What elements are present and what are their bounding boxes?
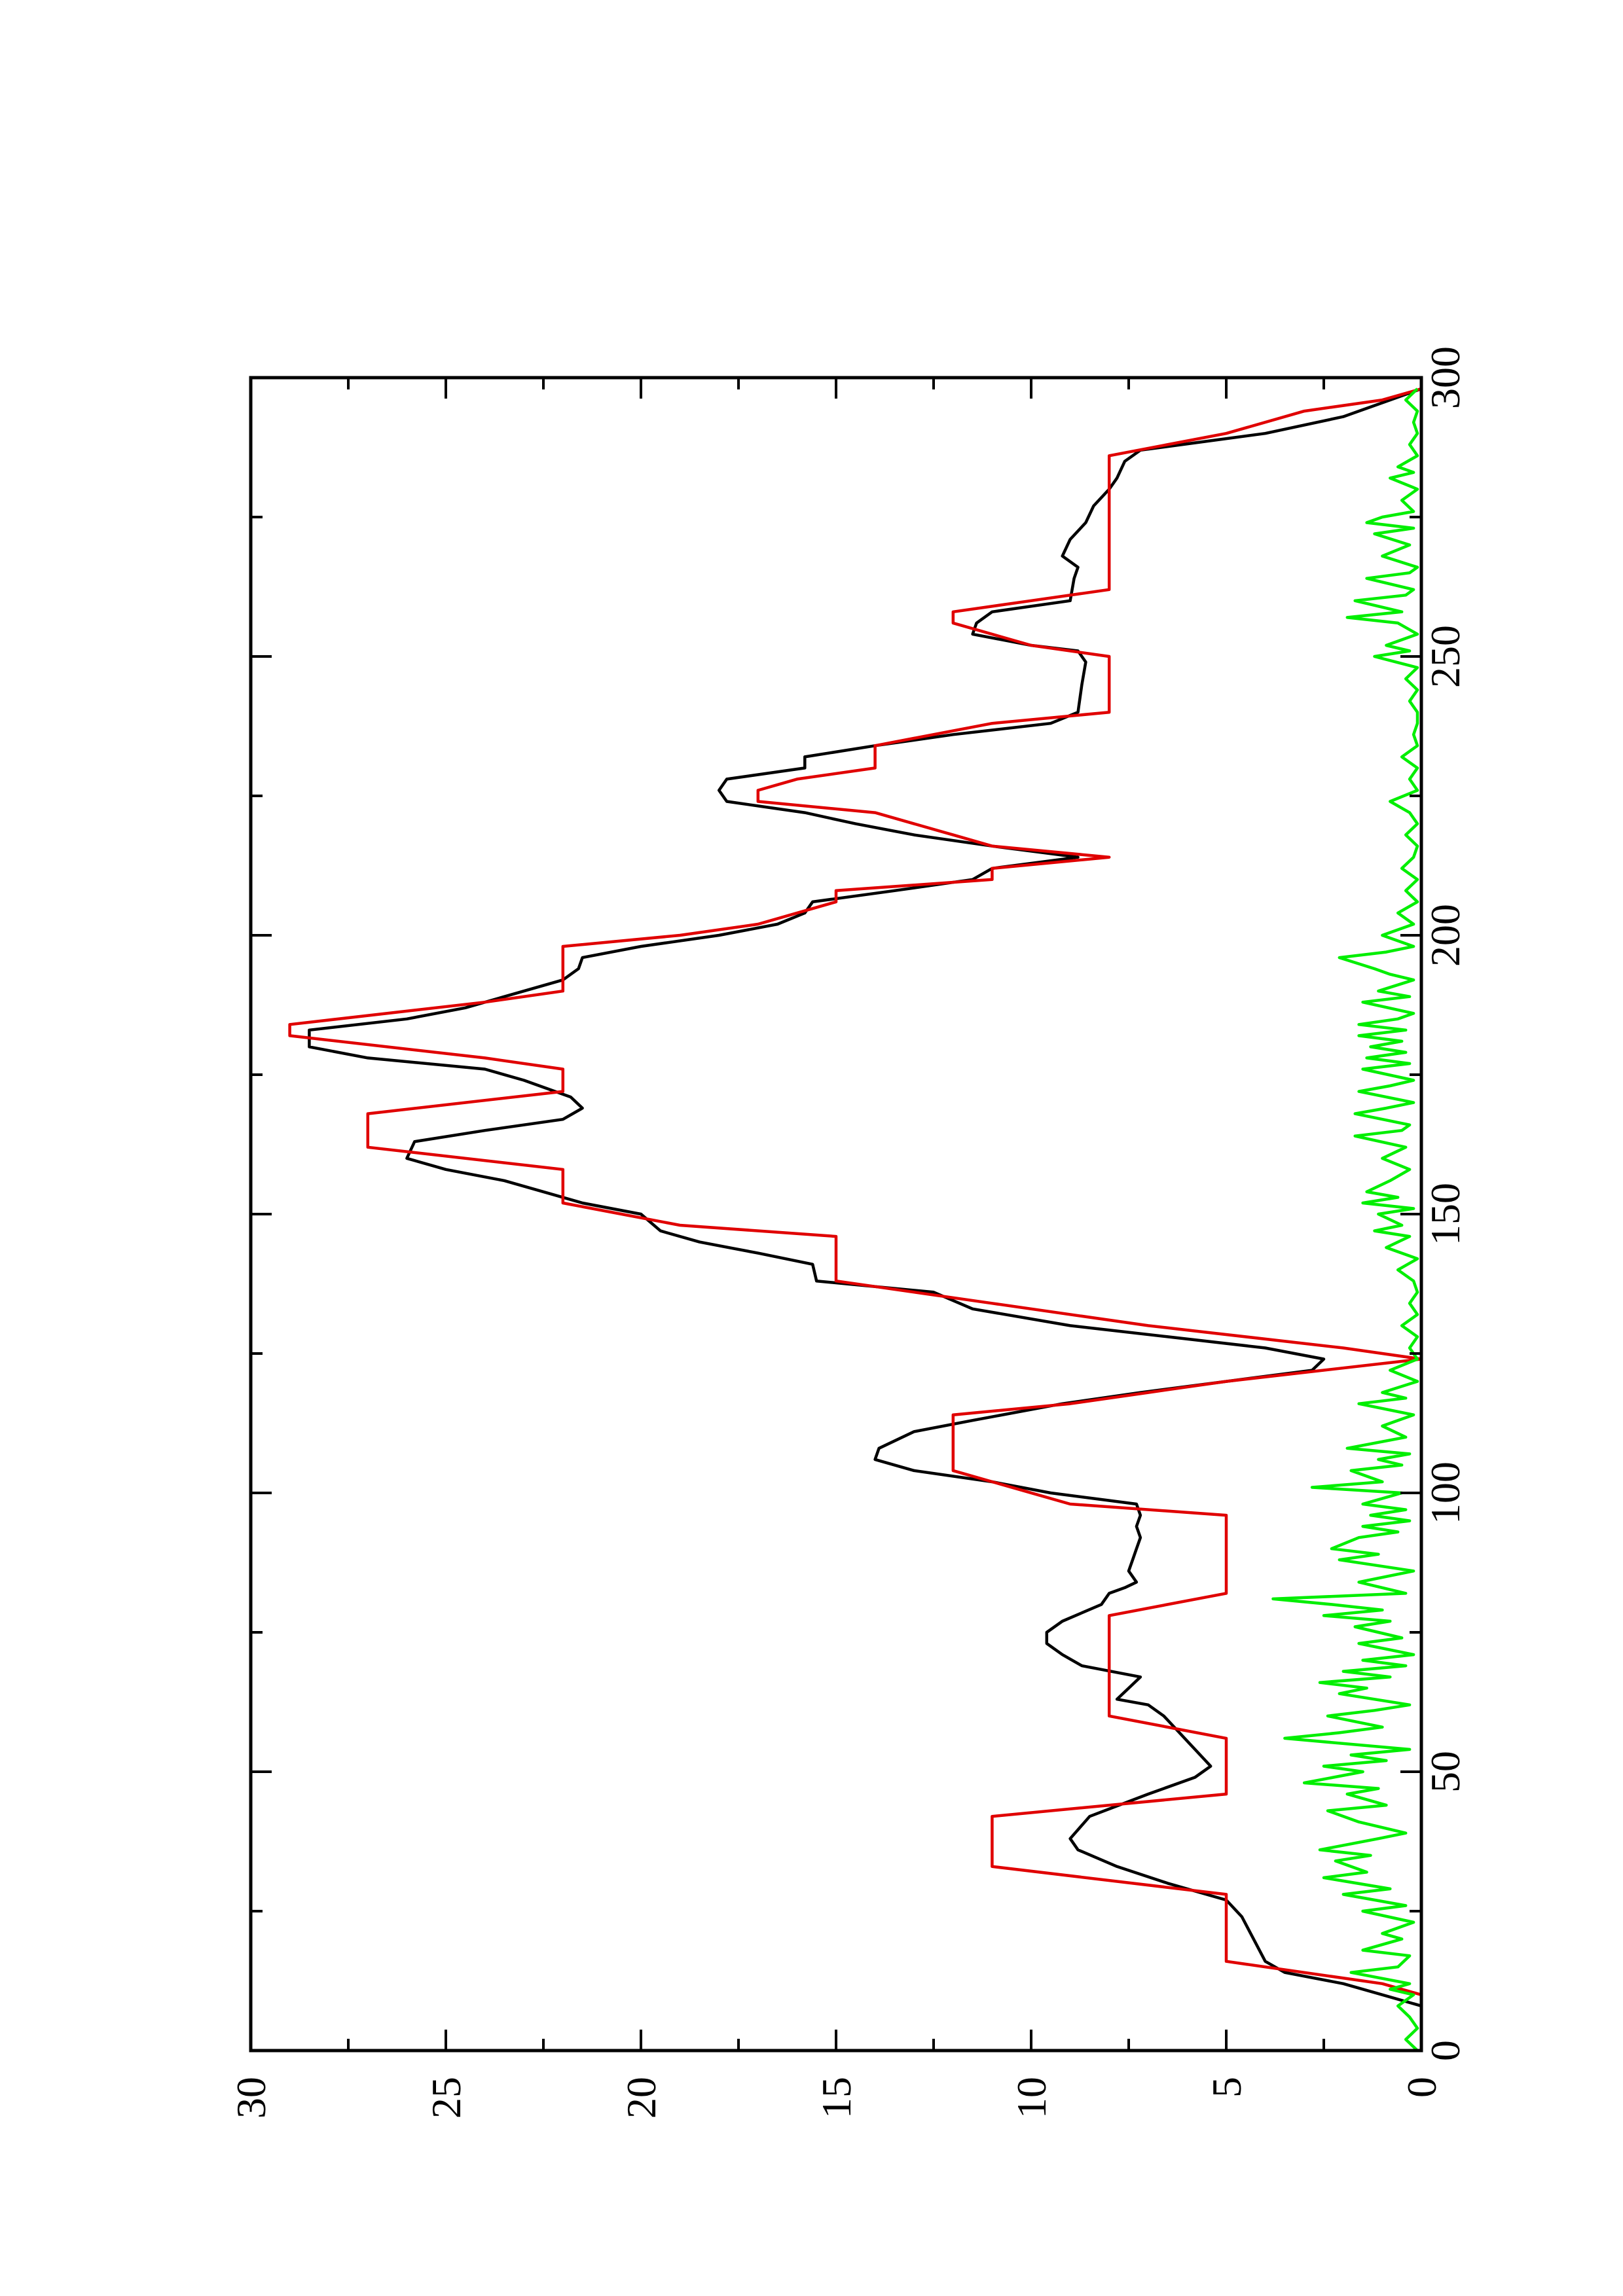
x-tick-label: 100 bbox=[1422, 1462, 1468, 1524]
y-tick-label: 20 bbox=[618, 2077, 665, 2119]
y-tick-label: 15 bbox=[813, 2077, 860, 2119]
x-tick-label: 0 bbox=[1422, 2040, 1468, 2061]
series-line-1 bbox=[308, 387, 1423, 2051]
tick-labels-layer: 0 50 100 150 200 250 300 0 5 10 15 20 25 30 bbox=[228, 346, 1468, 2119]
y-tick-label: 25 bbox=[423, 2077, 469, 2119]
y-tick-label: 30 bbox=[228, 2077, 274, 2119]
ticks-layer bbox=[249, 376, 1423, 2052]
x-tick-label: 150 bbox=[1422, 1183, 1468, 1246]
x-tick-label: 200 bbox=[1422, 904, 1468, 967]
y-tick-label: 10 bbox=[1008, 2077, 1055, 2119]
series-line-2 bbox=[288, 387, 1423, 2051]
series-layer bbox=[288, 387, 1423, 2052]
series-line-3 bbox=[1271, 387, 1419, 2052]
x-tick-label: 250 bbox=[1422, 625, 1468, 688]
plot-frame bbox=[249, 376, 1423, 2053]
y-tick-label: 0 bbox=[1398, 2077, 1445, 2098]
y-tick-label: 5 bbox=[1203, 2077, 1250, 2098]
x-tick-label: 300 bbox=[1422, 346, 1468, 409]
x-tick-label: 50 bbox=[1422, 1751, 1468, 1793]
